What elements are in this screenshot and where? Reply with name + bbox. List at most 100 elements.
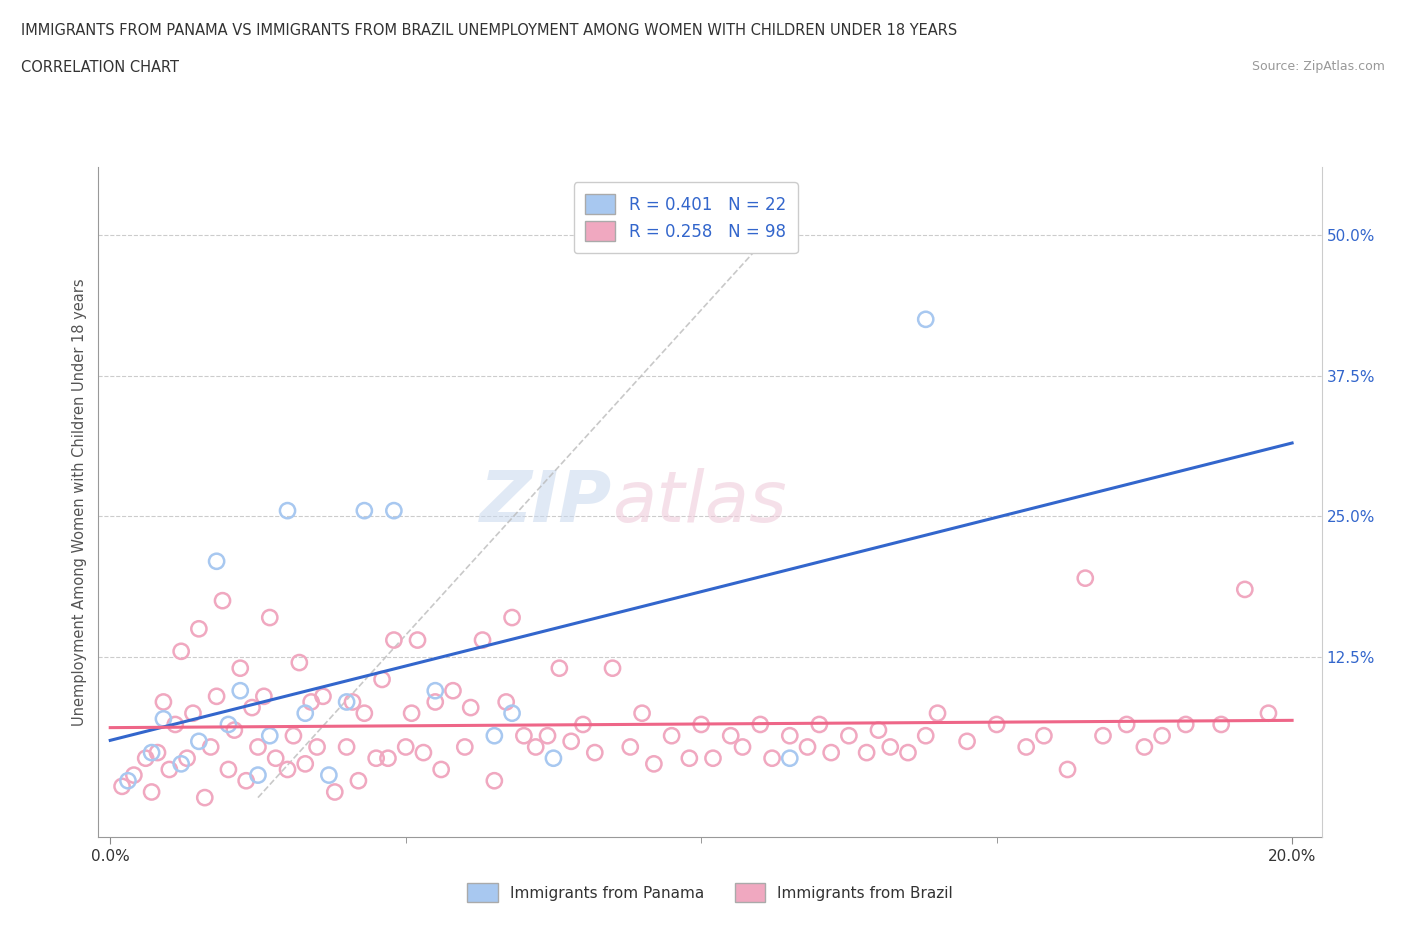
Point: [731, 739, 754, 754]
Point: [702, 751, 724, 765]
Point: [1056, 762, 1078, 777]
Point: [1091, 728, 1114, 743]
Text: CORRELATION CHART: CORRELATION CHART: [21, 60, 179, 75]
Point: [430, 762, 453, 777]
Point: [583, 745, 606, 760]
Point: [135, 751, 157, 765]
Point: [1152, 728, 1174, 743]
Point: [749, 717, 772, 732]
Point: [779, 751, 801, 765]
Point: [264, 751, 287, 765]
Point: [377, 751, 399, 765]
Y-axis label: Unemployment Among Women with Children Under 18 years: Unemployment Among Women with Children U…: [72, 278, 87, 726]
Point: [111, 779, 134, 794]
Point: [176, 751, 198, 765]
Point: [283, 728, 305, 743]
Point: [484, 728, 506, 743]
Point: [820, 745, 842, 760]
Point: [838, 728, 860, 743]
Point: [897, 745, 920, 760]
Point: [1233, 582, 1256, 597]
Point: [501, 610, 523, 625]
Point: [471, 632, 494, 647]
Point: [353, 503, 375, 518]
Point: [288, 655, 311, 670]
Point: [1115, 717, 1137, 732]
Point: [914, 312, 936, 326]
Point: [259, 728, 281, 743]
Point: [170, 756, 193, 771]
Point: [342, 695, 364, 710]
Point: [294, 706, 316, 721]
Point: [779, 728, 801, 743]
Point: [536, 728, 558, 743]
Point: [395, 739, 418, 754]
Point: [1032, 728, 1054, 743]
Point: [181, 706, 204, 721]
Point: [1074, 571, 1097, 586]
Point: [165, 717, 187, 732]
Point: [796, 739, 818, 754]
Point: [122, 767, 145, 782]
Point: [927, 706, 949, 721]
Point: [235, 773, 257, 788]
Point: [720, 728, 742, 743]
Point: [1174, 717, 1197, 732]
Point: [868, 723, 890, 737]
Point: [318, 767, 340, 782]
Point: [678, 751, 700, 765]
Point: [246, 767, 269, 782]
Point: [224, 723, 246, 737]
Point: [382, 632, 405, 647]
Point: [336, 739, 359, 754]
Point: [631, 706, 654, 721]
Text: ZIP: ZIP: [479, 468, 612, 537]
Point: [513, 728, 536, 743]
Point: [956, 734, 979, 749]
Point: [141, 745, 163, 760]
Point: [141, 785, 163, 800]
Point: [524, 739, 547, 754]
Point: [572, 717, 595, 732]
Point: [240, 700, 263, 715]
Text: IMMIGRANTS FROM PANAMA VS IMMIGRANTS FROM BRAZIL UNEMPLOYMENT AMONG WOMEN WITH C: IMMIGRANTS FROM PANAMA VS IMMIGRANTS FRO…: [21, 23, 957, 38]
Point: [347, 773, 370, 788]
Point: [299, 695, 322, 710]
Point: [146, 745, 169, 760]
Text: Source: ZipAtlas.com: Source: ZipAtlas.com: [1251, 60, 1385, 73]
Point: [170, 644, 193, 658]
Point: [205, 689, 228, 704]
Point: [152, 711, 174, 726]
Point: [323, 785, 346, 800]
Point: [690, 717, 713, 732]
Point: [187, 621, 209, 636]
Point: [441, 684, 464, 698]
Point: [205, 554, 228, 569]
Point: [307, 739, 329, 754]
Point: [986, 717, 1008, 732]
Point: [454, 739, 477, 754]
Point: [259, 610, 281, 625]
Point: [157, 762, 180, 777]
Legend: Immigrants from Panama, Immigrants from Brazil: Immigrants from Panama, Immigrants from …: [460, 876, 960, 910]
Point: [294, 756, 316, 771]
Point: [336, 695, 359, 710]
Point: [1211, 717, 1233, 732]
Point: [761, 751, 783, 765]
Point: [152, 695, 174, 710]
Point: [406, 632, 429, 647]
Point: [661, 728, 683, 743]
Point: [371, 672, 394, 687]
Point: [1257, 706, 1279, 721]
Point: [312, 689, 335, 704]
Point: [560, 734, 582, 749]
Point: [914, 728, 936, 743]
Text: atlas: atlas: [612, 468, 787, 537]
Point: [187, 734, 209, 749]
Point: [460, 700, 482, 715]
Point: [382, 503, 405, 518]
Point: [619, 739, 641, 754]
Point: [117, 773, 139, 788]
Point: [484, 773, 506, 788]
Point: [1133, 739, 1156, 754]
